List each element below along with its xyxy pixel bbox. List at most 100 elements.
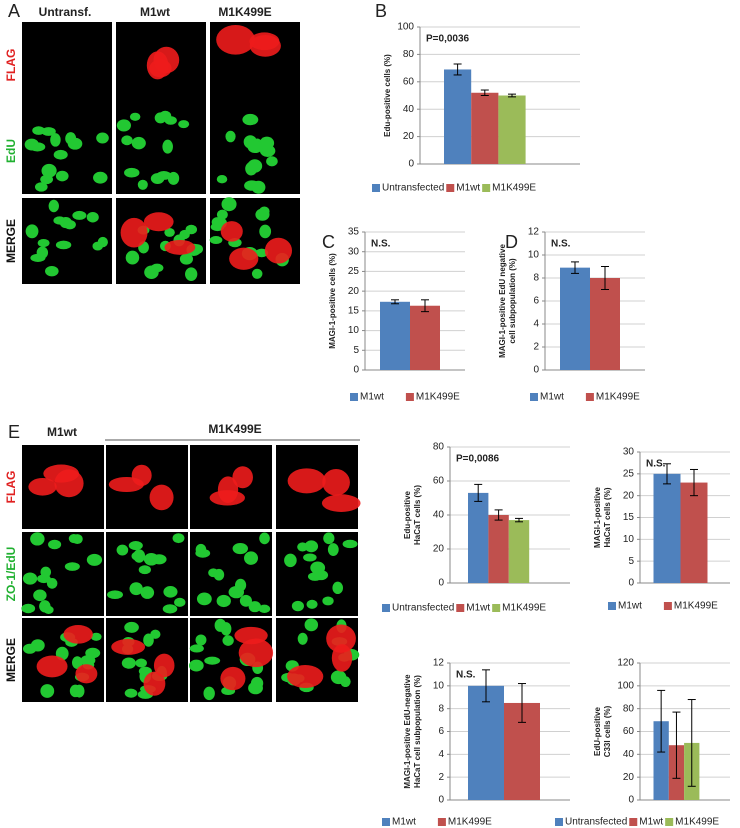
bar: [410, 305, 440, 370]
cell-body: [75, 664, 98, 684]
legend-label: M1K499E: [502, 603, 546, 614]
panel-letter: B: [375, 1, 387, 21]
nucleus: [124, 688, 138, 698]
nucleus: [225, 130, 236, 143]
cell-body: [63, 624, 93, 644]
column-header: M1K499E: [218, 5, 271, 19]
nucleus: [232, 542, 249, 555]
legend-swatch: [382, 818, 390, 826]
nucleus: [216, 209, 228, 220]
micrograph: [22, 22, 112, 108]
nucleus: [172, 533, 185, 544]
nucleus: [40, 566, 52, 578]
row-label: MERGE: [4, 638, 18, 682]
micrograph: [22, 198, 112, 284]
legend-label: M1wt: [360, 392, 384, 403]
nucleus: [222, 635, 234, 646]
y-tick-label: 60: [433, 476, 445, 487]
bar: [590, 278, 620, 370]
y-tick-label: 2: [533, 342, 539, 353]
nucleus: [55, 170, 69, 182]
nucleus: [266, 156, 278, 167]
bar: [444, 69, 472, 164]
legend-label: Untransfected: [565, 817, 627, 828]
nucleus: [124, 167, 140, 178]
legend-swatch: [405, 393, 414, 401]
nucleus: [37, 238, 50, 248]
row-label: MERGE: [4, 219, 18, 263]
nucleus: [121, 135, 133, 146]
nucleus: [24, 138, 39, 151]
nucleus: [45, 265, 59, 277]
y-tick-label: 20: [433, 544, 445, 555]
y-tick-label: 12: [433, 658, 445, 669]
nucleus: [90, 632, 102, 641]
cell-body: [28, 478, 57, 496]
nucleus: [64, 562, 80, 571]
y-axis-label: Edu-positive cells (%): [383, 54, 392, 137]
legend-swatch: [608, 602, 616, 610]
nucleus: [71, 534, 83, 545]
y-tick-label: 25: [623, 468, 635, 479]
y-tick-label: 0: [408, 159, 414, 170]
nucleus: [96, 132, 109, 144]
cell-body: [287, 665, 324, 688]
nucleus: [67, 137, 83, 150]
legend-label: M1K499E: [674, 601, 718, 612]
y-axis-label: MAGI-1-positive EdU-negative: [403, 674, 412, 789]
y-axis-label: cell subpopulation (%): [508, 258, 517, 344]
bar: [680, 482, 708, 583]
y-tick-label: 0: [533, 365, 539, 376]
nucleus: [179, 253, 194, 265]
column-header: M1wt: [140, 5, 170, 19]
cell-body: [143, 212, 174, 232]
nucleus: [304, 540, 319, 553]
y-tick-label: 100: [397, 22, 414, 33]
annotation: N.S.: [551, 239, 571, 250]
y-tick-label: 80: [433, 442, 445, 453]
nucleus: [221, 197, 237, 212]
y-tick-label: 6: [438, 726, 444, 737]
nucleus: [53, 216, 66, 225]
legend-label: M1K499E: [675, 817, 719, 828]
row-label: FLAG: [4, 49, 18, 82]
y-tick-label: 120: [617, 658, 634, 669]
nucleus: [162, 604, 178, 614]
legend-label: M1wt: [639, 817, 663, 828]
y-tick-label: 30: [348, 246, 360, 257]
nucleus: [93, 171, 108, 184]
nucleus: [143, 553, 159, 566]
nucleus: [86, 211, 99, 223]
nucleus: [30, 253, 46, 262]
cell-body: [322, 469, 350, 496]
panel-letter: D: [505, 232, 518, 252]
nucleus: [121, 657, 136, 669]
nucleus: [25, 224, 39, 239]
nucleus: [258, 604, 271, 613]
y-axis-label: MAGI-1-positive cells (%): [328, 253, 337, 349]
nucleus: [107, 590, 123, 600]
y-tick-label: 80: [623, 703, 635, 714]
nucleus: [322, 596, 334, 606]
nucleus: [332, 581, 344, 595]
nucleus: [228, 585, 245, 599]
y-tick-label: 12: [528, 227, 540, 238]
bar: [380, 301, 410, 370]
bar: [653, 473, 681, 583]
nucleus: [156, 171, 172, 180]
nucleus: [131, 551, 143, 561]
nucleus: [129, 112, 141, 121]
cell-body: [36, 655, 68, 678]
annotation: N.S.: [646, 459, 666, 470]
annotation: P=0,0036: [426, 34, 470, 45]
nucleus: [43, 605, 54, 614]
panel-letter: E: [8, 422, 20, 442]
y-axis-label: HaCaT cell subpopulation (%): [413, 675, 422, 788]
y-tick-label: 6: [533, 296, 539, 307]
nucleus: [41, 163, 57, 178]
legend-swatch: [350, 393, 358, 401]
nucleus: [48, 199, 59, 213]
legend-label: M1wt: [456, 183, 480, 194]
nucleus: [22, 572, 38, 585]
